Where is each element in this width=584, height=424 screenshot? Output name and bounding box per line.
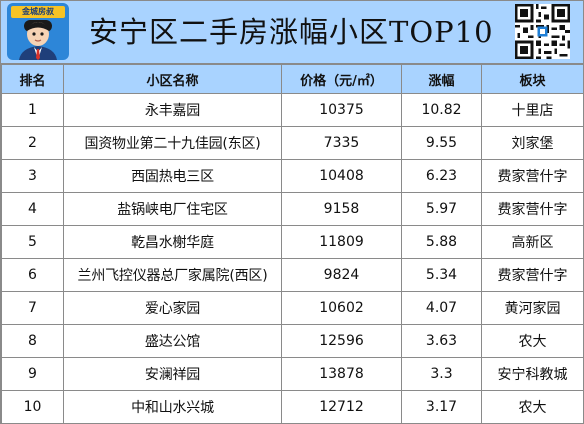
- table-row: 10 中和山水兴城 12712 3.17 农大: [1, 390, 584, 424]
- cell-name: 兰州飞控仪器总厂家属院(西区): [63, 258, 282, 292]
- header-area: 板块: [481, 64, 584, 94]
- cell-area: 刘家堡: [481, 126, 584, 160]
- cell-rise: 5.97: [401, 192, 482, 226]
- cell-area: 费家营什字: [481, 159, 584, 193]
- cell-rank: 10: [1, 390, 64, 424]
- cell-name: 永丰嘉园: [63, 93, 282, 127]
- cell-price: 7335: [281, 126, 402, 160]
- header-rank: 排名: [1, 64, 64, 94]
- cell-rise: 4.07: [401, 291, 482, 325]
- cell-area: 高新区: [481, 225, 584, 259]
- cell-name: 中和山水兴城: [63, 390, 282, 424]
- header-price: 价格（元/㎡）: [281, 64, 402, 94]
- cell-rank: 1: [1, 93, 64, 127]
- cell-area: 费家营什字: [481, 258, 584, 292]
- table-row: 7 爱心家园 10602 4.07 黄河家园: [1, 291, 584, 325]
- table-row: 8 盛达公馆 12596 3.63 农大: [1, 324, 584, 358]
- cell-rise: 3.17: [401, 390, 482, 424]
- cell-rank: 5: [1, 225, 64, 259]
- cell-price: 12596: [281, 324, 402, 358]
- cell-name: 安澜祥园: [63, 357, 282, 391]
- cell-rise: 9.55: [401, 126, 482, 160]
- page-title: 安宁区二手房涨幅小区TOP10: [89, 15, 494, 49]
- cell-price: 10602: [281, 291, 402, 325]
- header-banner: 金城房叔 安宁区二手房涨幅小区TOP10: [1, 1, 583, 64]
- cell-rank: 6: [1, 258, 64, 292]
- cell-area: 十里店: [481, 93, 584, 127]
- cell-rank: 8: [1, 324, 64, 358]
- table-row: 6 兰州飞控仪器总厂家属院(西区) 9824 5.34 费家营什字: [1, 258, 584, 292]
- table-row: 1 永丰嘉园 10375 10.82 十里店: [1, 93, 584, 127]
- cell-rise: 3.3: [401, 357, 482, 391]
- cell-area: 农大: [481, 324, 584, 358]
- cell-area: 农大: [481, 390, 584, 424]
- cell-name: 乾昌水榭华庭: [63, 225, 282, 259]
- cell-rank: 7: [1, 291, 64, 325]
- cell-rise: 5.88: [401, 225, 482, 259]
- brand-logo: 金城房叔: [7, 3, 69, 60]
- cell-price: 9824: [281, 258, 402, 292]
- cell-rank: 2: [1, 126, 64, 160]
- avatar-logo-icon: [19, 20, 57, 60]
- table-row: 4 盐锅峡电厂住宅区 9158 5.97 费家营什字: [1, 192, 584, 226]
- cell-price: 11809: [281, 225, 402, 259]
- cell-name: 西固热电三区: [63, 159, 282, 193]
- header-name: 小区名称: [63, 64, 282, 94]
- cell-rank: 3: [1, 159, 64, 193]
- cell-price: 10408: [281, 159, 402, 193]
- cell-name: 国资物业第二十九佳园(东区): [63, 126, 282, 160]
- qr-code-icon: [515, 4, 570, 59]
- brand-label: 金城房叔: [11, 6, 65, 18]
- cell-rank: 4: [1, 192, 64, 226]
- cell-area: 安宁科教城: [481, 357, 584, 391]
- cell-rise: 6.23: [401, 159, 482, 193]
- cell-name: 爱心家园: [63, 291, 282, 325]
- cell-rise: 3.63: [401, 324, 482, 358]
- table-header-row: 排名 小区名称 价格（元/㎡） 涨幅 板块: [1, 64, 584, 94]
- header-rise: 涨幅: [401, 64, 482, 94]
- table-row: 3 西固热电三区 10408 6.23 费家营什字: [1, 159, 584, 193]
- cell-area: 费家营什字: [481, 192, 584, 226]
- cell-name: 盐锅峡电厂住宅区: [63, 192, 282, 226]
- table-row: 5 乾昌水榭华庭 11809 5.88 高新区: [1, 225, 584, 259]
- cell-rank: 9: [1, 357, 64, 391]
- cell-price: 13878: [281, 357, 402, 391]
- cell-price: 12712: [281, 390, 402, 424]
- cell-name: 盛达公馆: [63, 324, 282, 358]
- ranking-table: 排名 小区名称 价格（元/㎡） 涨幅 板块 1 永丰嘉园 10375 10.82…: [1, 64, 584, 424]
- table-row: 2 国资物业第二十九佳园(东区) 7335 9.55 刘家堡: [1, 126, 584, 160]
- table-row: 9 安澜祥园 13878 3.3 安宁科教城: [1, 357, 584, 391]
- cell-price: 10375: [281, 93, 402, 127]
- cell-rise: 5.34: [401, 258, 482, 292]
- cell-rise: 10.82: [401, 93, 482, 127]
- cell-area: 黄河家园: [481, 291, 584, 325]
- cell-price: 9158: [281, 192, 402, 226]
